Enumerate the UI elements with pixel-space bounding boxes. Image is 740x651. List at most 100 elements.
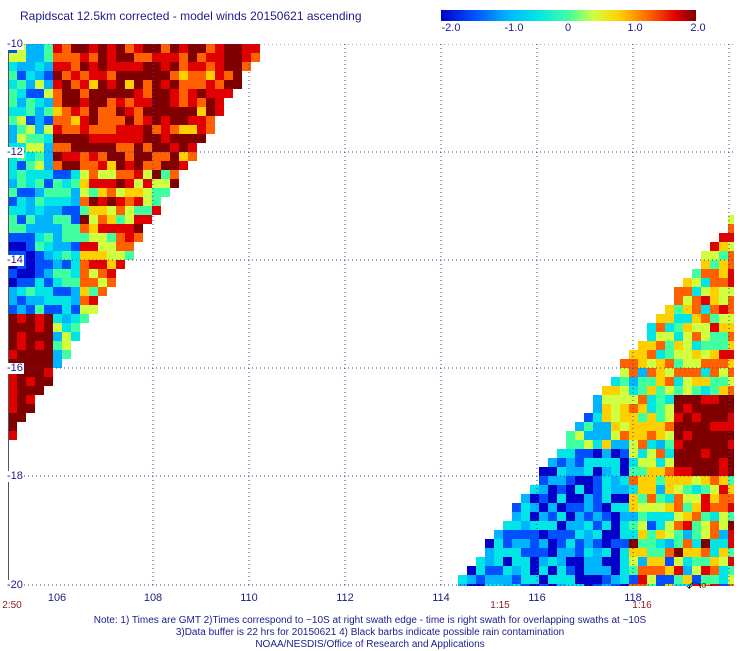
- wind-cell: [494, 566, 503, 575]
- wind-cell: [17, 161, 26, 170]
- wind-cell: [674, 350, 683, 359]
- wind-cell: [575, 494, 584, 503]
- wind-cell: [8, 278, 17, 287]
- wind-cell: [134, 98, 143, 107]
- wind-cell: [728, 584, 734, 586]
- wind-cell: [80, 215, 89, 224]
- wind-cell: [728, 359, 734, 368]
- wind-cell: [620, 449, 629, 458]
- wind-cell: [44, 323, 53, 332]
- wind-cell: [53, 44, 62, 53]
- wind-cell: [143, 80, 152, 89]
- wind-cell: [530, 530, 539, 539]
- wind-cell: [647, 557, 656, 566]
- wind-cell: [89, 62, 98, 71]
- wind-cell: [197, 98, 206, 107]
- wind-cell: [8, 296, 17, 305]
- wind-cell: [692, 467, 701, 476]
- wind-cell: [107, 269, 116, 278]
- wind-cell: [683, 539, 692, 548]
- wind-cell: [593, 431, 602, 440]
- wind-cell: [53, 260, 62, 269]
- wind-cell: [602, 395, 611, 404]
- wind-cell: [683, 476, 692, 485]
- wind-cell: [26, 116, 35, 125]
- wind-cell: [602, 422, 611, 431]
- wind-cell: [26, 404, 35, 413]
- wind-cell: [719, 242, 728, 251]
- wind-cell: [458, 584, 467, 586]
- wind-cell: [8, 386, 17, 395]
- wind-cell: [575, 503, 584, 512]
- wind-cell: [17, 107, 26, 116]
- wind-cell: [179, 44, 188, 53]
- wind-cell: [674, 314, 683, 323]
- wind-cell: [35, 251, 44, 260]
- wind-cell: [719, 413, 728, 422]
- wind-cell: [602, 557, 611, 566]
- wind-cell: [728, 512, 734, 521]
- wind-cell: [710, 548, 719, 557]
- wind-cell: [593, 584, 602, 586]
- wind-cell: [683, 530, 692, 539]
- wind-cell: [602, 467, 611, 476]
- wind-cell: [692, 521, 701, 530]
- wind-cell: [242, 44, 251, 53]
- wind-cell: [125, 197, 134, 206]
- wind-cell: [125, 53, 134, 62]
- wind-cell: [8, 53, 17, 62]
- wind-cell: [521, 557, 530, 566]
- wind-cell: [161, 188, 170, 197]
- footnote: Note: 1) Times are GMT 2)Times correspon…: [0, 615, 740, 651]
- wind-cell: [566, 476, 575, 485]
- wind-cell: [683, 422, 692, 431]
- wind-cell: [674, 422, 683, 431]
- wind-cell: [62, 269, 71, 278]
- wind-cell: [134, 125, 143, 134]
- wind-cell: [683, 368, 692, 377]
- wind-cell: [701, 422, 710, 431]
- wind-cell: [62, 314, 71, 323]
- wind-cell: [503, 530, 512, 539]
- wind-cell: [629, 386, 638, 395]
- wind-cell: [116, 143, 125, 152]
- wind-cell: [647, 458, 656, 467]
- wind-cell: [728, 305, 734, 314]
- wind-cell: [656, 386, 665, 395]
- wind-cell: [44, 125, 53, 134]
- wind-cell: [152, 161, 161, 170]
- wind-cell: [215, 71, 224, 80]
- wind-cell: [512, 512, 521, 521]
- wind-cell: [44, 233, 53, 242]
- wind-cell: [125, 89, 134, 98]
- wind-cell: [575, 467, 584, 476]
- wind-cell: [665, 512, 674, 521]
- wind-cell: [728, 557, 734, 566]
- wind-cell: [701, 467, 710, 476]
- wind-cell: [35, 107, 44, 116]
- wind-cell: [683, 332, 692, 341]
- wind-cell: [710, 449, 719, 458]
- wind-cell: [26, 215, 35, 224]
- wind-cell: [629, 449, 638, 458]
- wind-cell: [701, 395, 710, 404]
- wind-cell: [116, 170, 125, 179]
- wind-cell: [107, 107, 116, 116]
- wind-cell: [89, 89, 98, 98]
- wind-cell: [53, 233, 62, 242]
- wind-cell: [53, 152, 62, 161]
- wind-cell: [710, 422, 719, 431]
- wind-cell: [719, 350, 728, 359]
- wind-cell: [44, 116, 53, 125]
- wind-cell: [188, 125, 197, 134]
- wind-cell: [89, 305, 98, 314]
- wind-cell: [206, 89, 215, 98]
- wind-cell: [692, 557, 701, 566]
- wind-cell: [89, 188, 98, 197]
- wind-cell: [656, 548, 665, 557]
- wind-cell: [62, 143, 71, 152]
- wind-cell: [107, 161, 116, 170]
- wind-cell: [674, 404, 683, 413]
- wind-cell: [566, 539, 575, 548]
- wind-cell: [656, 530, 665, 539]
